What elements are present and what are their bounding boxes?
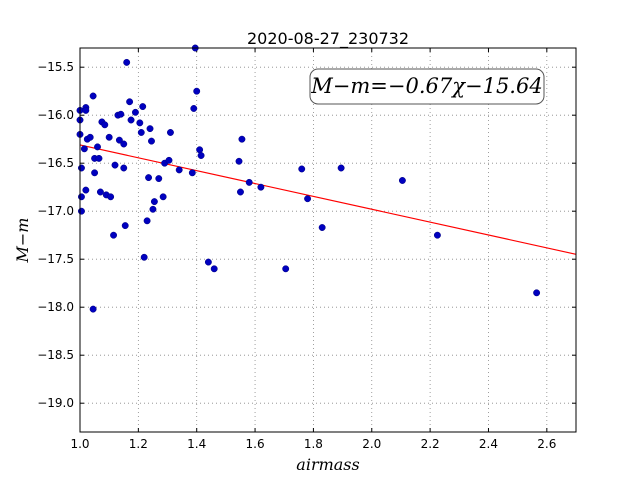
data-point bbox=[82, 186, 90, 194]
annotation-box bbox=[309, 68, 545, 105]
data-point bbox=[188, 169, 196, 177]
x-tick-label: 1.8 bbox=[304, 437, 323, 451]
data-point bbox=[143, 217, 151, 225]
data-point bbox=[105, 133, 113, 141]
data-point bbox=[91, 169, 99, 177]
data-point bbox=[155, 175, 163, 183]
annotation-text: M−m=−0.67χ−15.64 bbox=[310, 74, 542, 98]
x-tick-label: 2.6 bbox=[537, 437, 556, 451]
y-tick-label: −17.5 bbox=[37, 252, 74, 266]
data-point bbox=[140, 253, 148, 261]
data-point bbox=[165, 156, 173, 164]
data-point bbox=[145, 174, 153, 182]
plot-frame bbox=[79, 47, 577, 433]
data-points bbox=[76, 44, 541, 313]
data-point bbox=[337, 164, 345, 172]
data-point bbox=[433, 231, 441, 239]
y-tick-label: −19.0 bbox=[37, 396, 74, 410]
data-point bbox=[235, 157, 243, 165]
data-point bbox=[78, 193, 85, 201]
data-point bbox=[94, 143, 101, 151]
data-point bbox=[318, 224, 326, 231]
data-point bbox=[204, 258, 212, 266]
data-point bbox=[304, 195, 312, 203]
y-tick-label: −18.5 bbox=[37, 348, 74, 362]
data-point bbox=[398, 177, 406, 184]
y-tick-label: −15.5 bbox=[37, 60, 74, 74]
data-point bbox=[86, 133, 94, 141]
data-point bbox=[238, 135, 246, 143]
y-tick-label: −18.0 bbox=[37, 300, 74, 314]
fit-annotation: M−m=−0.67χ−15.64 bbox=[309, 68, 545, 105]
data-point bbox=[137, 129, 145, 136]
data-point bbox=[196, 146, 204, 154]
data-point bbox=[257, 183, 265, 191]
x-tick-label: 1.2 bbox=[129, 437, 148, 451]
data-point bbox=[197, 152, 205, 159]
data-point bbox=[117, 110, 125, 118]
data-point bbox=[148, 137, 155, 145]
data-point bbox=[110, 231, 118, 239]
x-axis-label: airmass bbox=[296, 455, 359, 474]
data-point bbox=[150, 198, 158, 206]
data-point bbox=[159, 193, 167, 201]
x-tick-label: 1.6 bbox=[246, 437, 265, 451]
data-point bbox=[210, 265, 218, 273]
data-point bbox=[121, 222, 129, 230]
data-point bbox=[127, 116, 135, 124]
data-point bbox=[149, 205, 157, 213]
y-tick-label: −16.5 bbox=[37, 156, 74, 170]
data-point bbox=[120, 140, 128, 148]
data-point bbox=[107, 193, 115, 201]
data-point bbox=[123, 58, 131, 66]
grid-lines bbox=[79, 48, 576, 432]
x-tick-label: 2.0 bbox=[362, 437, 381, 451]
data-point bbox=[146, 125, 154, 133]
data-point bbox=[298, 165, 306, 173]
x-tick-label: 1.0 bbox=[70, 437, 89, 451]
data-point bbox=[131, 108, 139, 116]
data-point bbox=[89, 92, 97, 100]
y-tick-label: −17.0 bbox=[37, 204, 74, 218]
data-point bbox=[533, 289, 541, 297]
data-point bbox=[237, 188, 244, 196]
data-point bbox=[190, 105, 198, 112]
data-point bbox=[78, 164, 85, 172]
data-point bbox=[126, 98, 134, 106]
data-point bbox=[78, 207, 85, 215]
data-point bbox=[245, 178, 253, 186]
data-point bbox=[139, 103, 147, 111]
y-tick-label: −16.0 bbox=[37, 108, 74, 122]
data-point bbox=[80, 145, 88, 153]
x-tick-label: 1.4 bbox=[187, 437, 206, 451]
data-point bbox=[115, 136, 123, 144]
x-tick-label: 2.4 bbox=[479, 437, 498, 451]
data-point bbox=[120, 164, 128, 172]
data-point bbox=[111, 161, 119, 169]
data-point bbox=[166, 129, 174, 136]
data-point bbox=[136, 119, 144, 127]
data-point bbox=[95, 154, 103, 162]
data-point bbox=[101, 121, 109, 129]
data-point bbox=[89, 305, 97, 313]
chart-title: 2020-08-27_230732 bbox=[247, 29, 409, 49]
y-axis-label: M−m bbox=[13, 218, 32, 264]
data-point bbox=[96, 188, 104, 196]
data-point bbox=[82, 106, 90, 114]
x-tick-label: 2.2 bbox=[421, 437, 440, 451]
data-point bbox=[282, 265, 290, 273]
data-point bbox=[175, 166, 183, 174]
data-point bbox=[193, 87, 201, 95]
y-axis-ticks: −15.5 −16.0 −16.5 −17.0 −17.5 −18.0 −18.5 −19.0 bbox=[37, 60, 576, 410]
